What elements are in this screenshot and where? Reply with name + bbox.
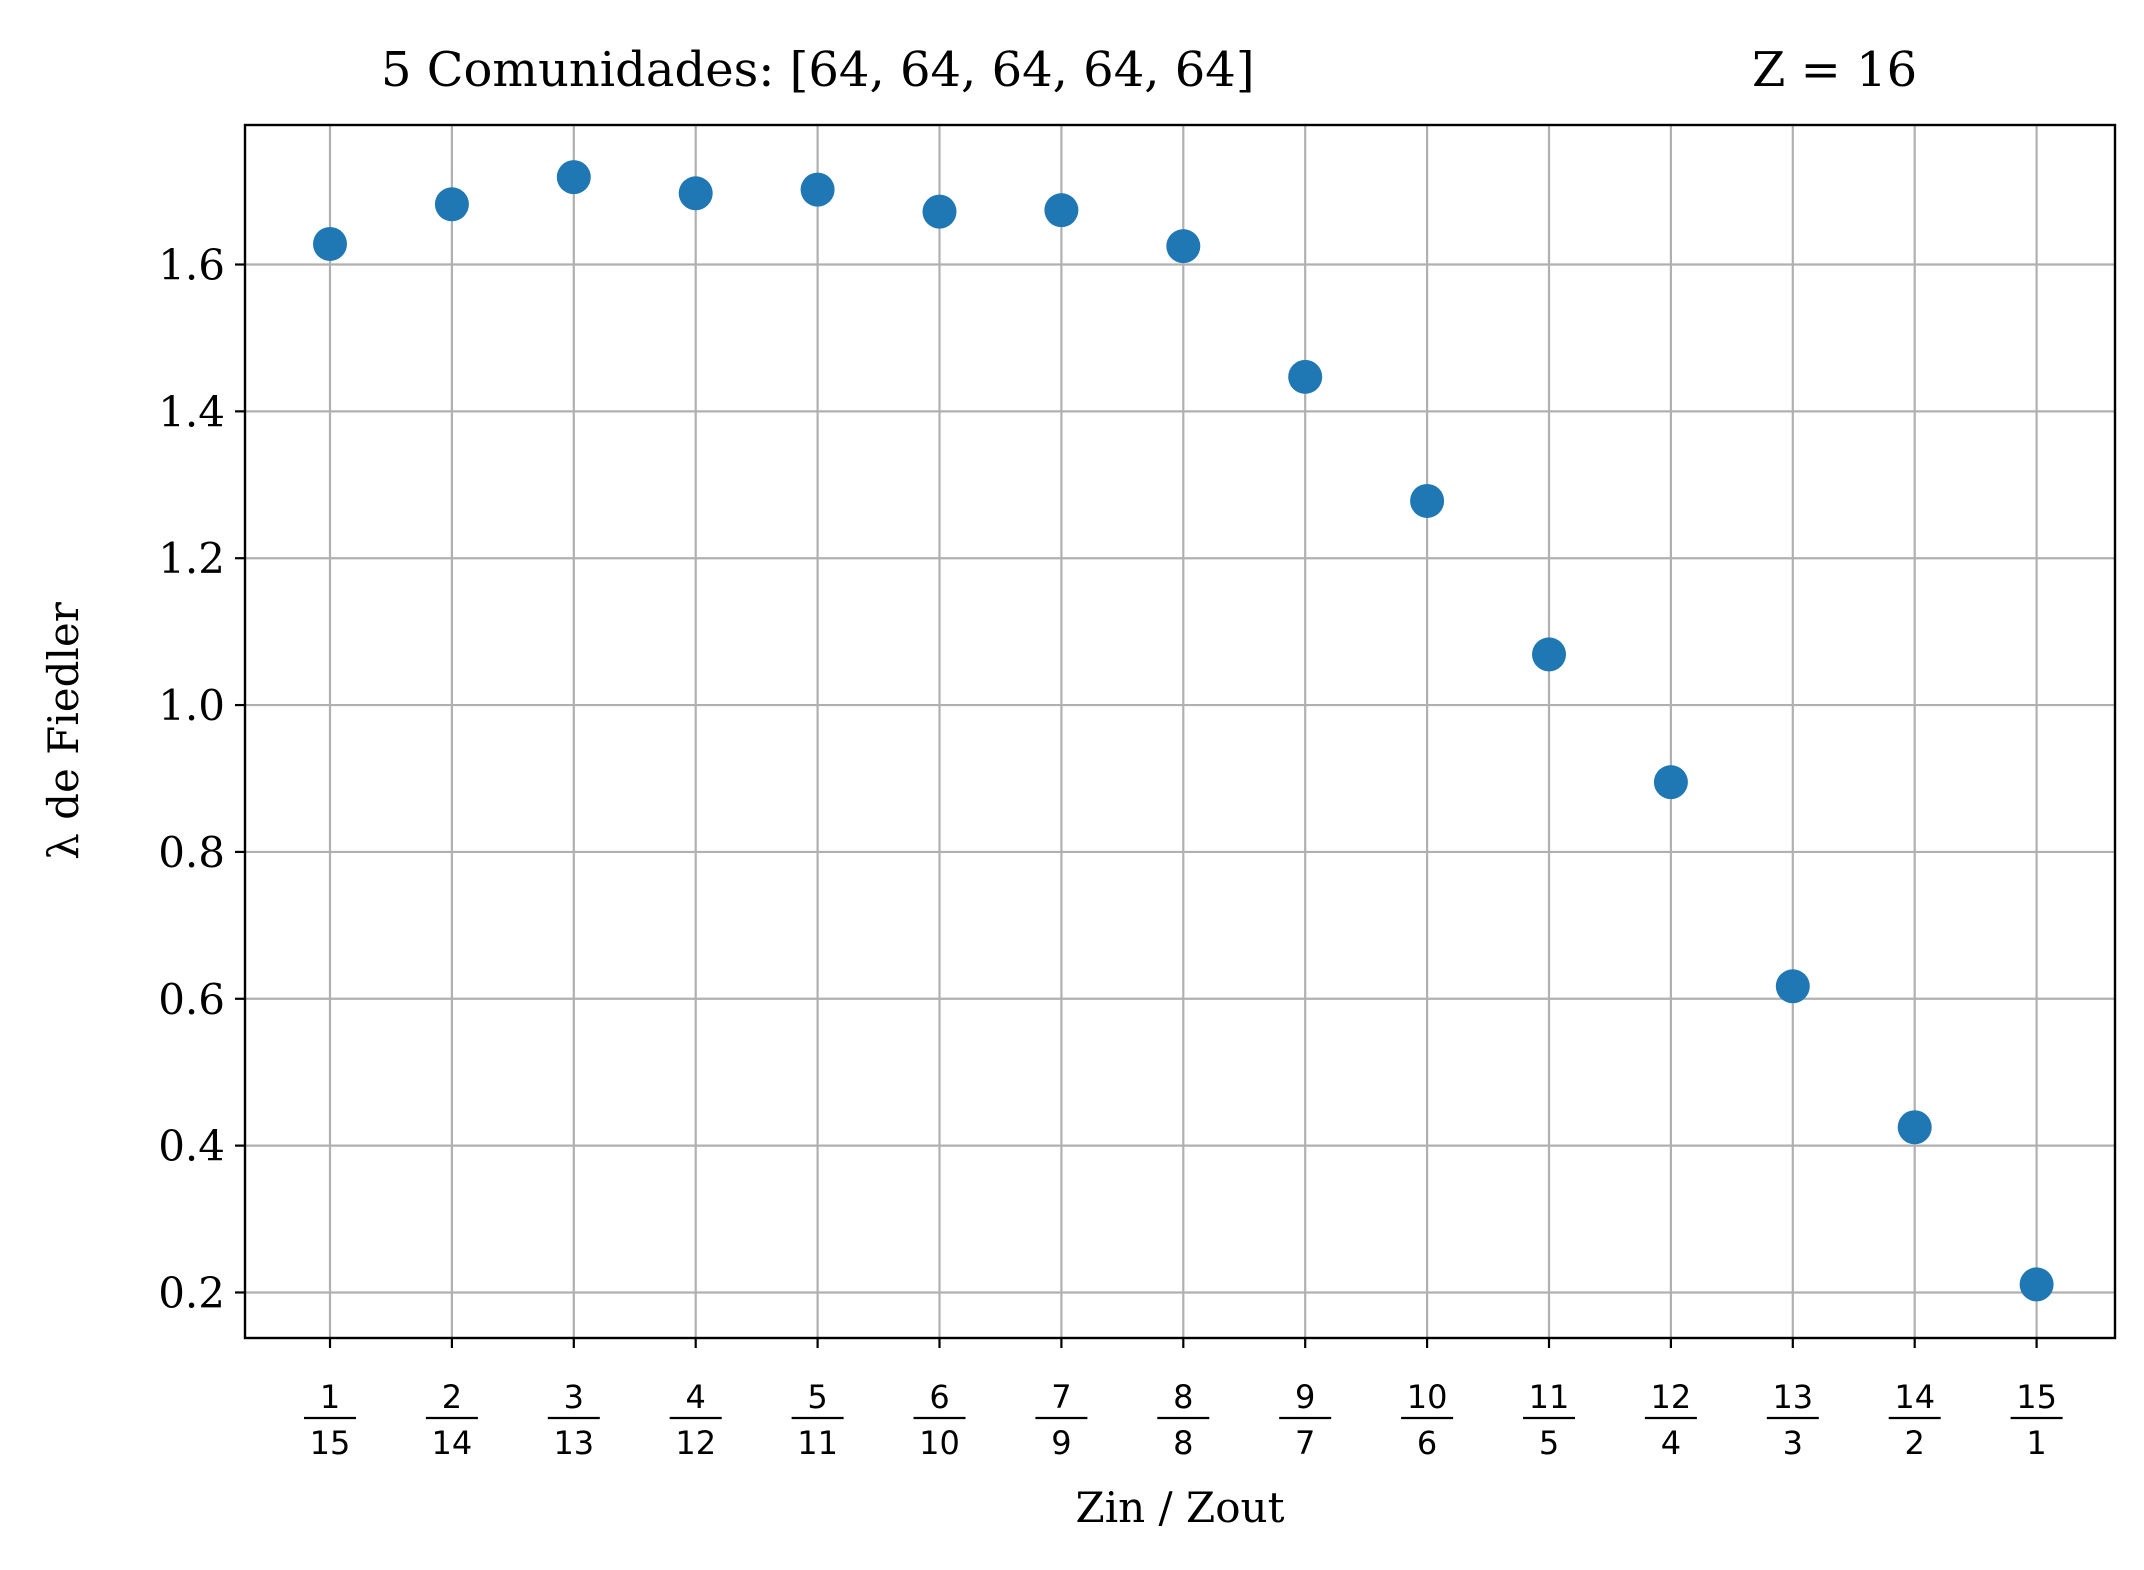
x-tick-denominator: 3: [1783, 1424, 1803, 1462]
x-tick-denominator: 7: [1295, 1424, 1315, 1462]
x-tick-denominator: 11: [797, 1424, 838, 1462]
x-tick-numerator: 13: [1772, 1378, 1813, 1416]
data-point: [556, 160, 591, 195]
x-tick-denominator: 15: [310, 1424, 351, 1462]
chart-title-left: 5 Comunidades: [64, 64, 64, 64, 64]: [381, 42, 1255, 98]
y-tick-label: 1.2: [158, 534, 225, 583]
data-point: [678, 176, 713, 211]
y-axis-label: λ de Fiedler: [39, 601, 88, 860]
data-points: [313, 160, 2054, 1302]
x-tick-numerator: 2: [442, 1378, 462, 1416]
y-tick-label: 1.6: [158, 241, 225, 290]
data-point: [1897, 1110, 1932, 1145]
x-tick-denominator: 5: [1539, 1424, 1559, 1462]
x-tick-denominator: 9: [1051, 1424, 1071, 1462]
data-point: [2019, 1267, 2054, 1302]
x-tick-numerator: 4: [686, 1378, 706, 1416]
x-tick-numerator: 9: [1295, 1378, 1315, 1416]
x-tick-numerator: 1: [320, 1378, 340, 1416]
y-tick-label: 0.6: [158, 975, 225, 1024]
x-tick-denominator: 13: [553, 1424, 594, 1462]
data-point: [1532, 637, 1566, 672]
x-tick-numerator: 10: [1407, 1378, 1448, 1416]
data-point: [1775, 969, 1810, 1004]
x-tick-numerator: 7: [1051, 1378, 1071, 1416]
data-point: [922, 194, 957, 229]
x-tick-numerator: 15: [2016, 1378, 2057, 1416]
data-point: [800, 172, 835, 207]
x-tick-denominator: 6: [1417, 1424, 1437, 1462]
y-tick-label: 1.0: [158, 681, 225, 730]
y-tick-label: 0.4: [158, 1122, 225, 1171]
y-tick-label: 1.4: [158, 387, 225, 436]
data-point: [434, 187, 469, 222]
x-tick-numerator: 5: [807, 1378, 827, 1416]
axis-ticks: 1152143134125116107988971061151241331421…: [158, 241, 2063, 1462]
plot-frame: [243, 123, 2117, 1340]
y-tick-label: 0.2: [158, 1268, 225, 1317]
x-tick-numerator: 12: [1651, 1378, 1692, 1416]
x-tick-denominator: 14: [432, 1424, 473, 1462]
x-tick-denominator: 8: [1173, 1424, 1193, 1462]
data-point: [313, 226, 347, 261]
x-tick-numerator: 8: [1173, 1378, 1193, 1416]
x-tick-denominator: 1: [2026, 1424, 2046, 1462]
grid: [245, 125, 2115, 1338]
x-tick-denominator: 12: [675, 1424, 716, 1462]
data-point: [1653, 765, 1688, 800]
data-point: [1410, 483, 1445, 518]
x-tick-numerator: 11: [1529, 1378, 1570, 1416]
x-tick-numerator: 3: [564, 1378, 584, 1416]
y-tick-label: 0.8: [158, 828, 225, 877]
x-tick-denominator: 4: [1661, 1424, 1681, 1462]
x-tick-numerator: 14: [1894, 1378, 1935, 1416]
data-point: [1166, 229, 1201, 264]
x-tick-denominator: 10: [919, 1424, 960, 1462]
x-axis-label: Zin / Zout: [1076, 1483, 1285, 1532]
x-tick-numerator: 6: [929, 1378, 949, 1416]
data-point: [1044, 193, 1079, 228]
chart-title-right: Z = 16: [1752, 42, 1917, 98]
x-tick-denominator: 2: [1905, 1424, 1925, 1462]
data-point: [1288, 359, 1323, 394]
